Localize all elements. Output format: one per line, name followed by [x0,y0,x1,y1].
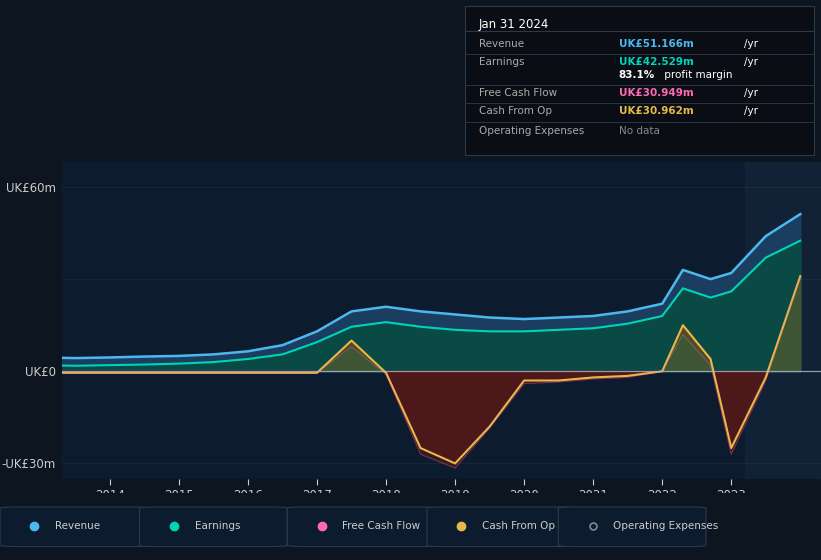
FancyBboxPatch shape [0,507,148,547]
Text: Revenue: Revenue [479,39,524,49]
Text: /yr: /yr [745,106,759,116]
FancyBboxPatch shape [140,507,287,547]
Text: Free Cash Flow: Free Cash Flow [342,521,420,531]
Text: /yr: /yr [745,88,759,99]
Text: Operating Expenses: Operating Expenses [479,125,584,136]
Text: UK£51.166m: UK£51.166m [618,39,694,49]
Text: /yr: /yr [745,57,759,67]
FancyBboxPatch shape [427,507,575,547]
Bar [745,162,821,479]
Text: UK£30.949m: UK£30.949m [618,88,693,99]
Text: 83.1%: 83.1% [618,71,655,81]
FancyBboxPatch shape [558,507,706,547]
Text: /yr: /yr [745,39,759,49]
Text: No data: No data [618,125,659,136]
Text: UK£30.962m: UK£30.962m [618,106,693,116]
Text: profit margin: profit margin [661,71,732,81]
Text: Jan 31 2024: Jan 31 2024 [479,18,549,31]
Text: Cash From Op: Cash From Op [482,521,555,531]
Text: UK£42.529m: UK£42.529m [618,57,694,67]
Text: Earnings: Earnings [479,57,524,67]
Text: Operating Expenses: Operating Expenses [613,521,718,531]
Text: Revenue: Revenue [55,521,100,531]
Text: Free Cash Flow: Free Cash Flow [479,88,557,99]
Text: Earnings: Earnings [195,521,240,531]
FancyBboxPatch shape [287,507,435,547]
Text: Cash From Op: Cash From Op [479,106,552,116]
